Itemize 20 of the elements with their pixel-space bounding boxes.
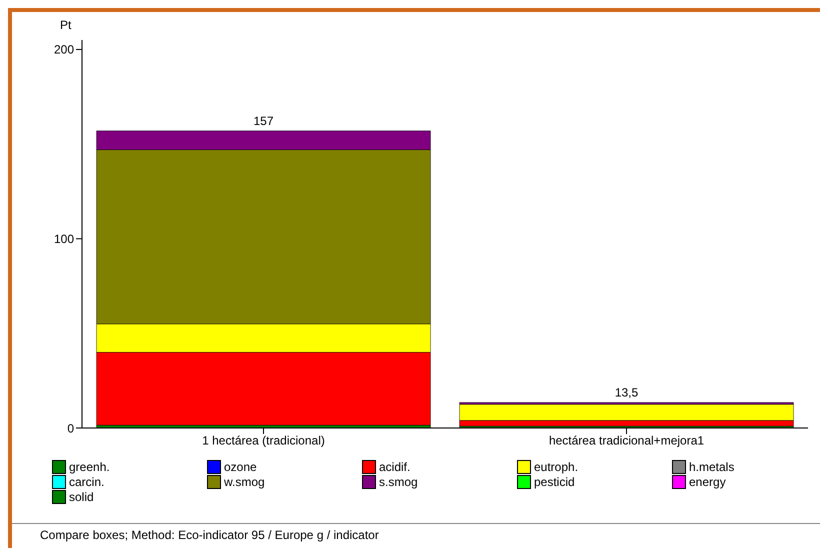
legend-label: w.smog bbox=[224, 475, 265, 489]
legend-label: energy bbox=[689, 475, 726, 489]
legend-label: pesticid bbox=[534, 475, 575, 489]
y-tick-label: 0 bbox=[67, 421, 74, 436]
legend-label: h.metals bbox=[689, 460, 734, 474]
y-tick-label: 100 bbox=[54, 232, 74, 246]
total-label: 13,5 bbox=[614, 385, 639, 400]
y-axis-title: Pt bbox=[60, 18, 72, 32]
legend-label: acidif. bbox=[379, 460, 410, 474]
legend-label: eutroph. bbox=[534, 460, 578, 474]
y-tick-label: 200 bbox=[54, 42, 74, 57]
total-label: 157 bbox=[254, 114, 274, 128]
x-tick-label: hectárea tradicional+mejora1 bbox=[548, 434, 704, 448]
legend-label: s.smog bbox=[379, 475, 418, 489]
text: Compare boxes; Method: Eco-indicator 95 / Europe g / indicator bbox=[40, 528, 380, 542]
legend-label: greenh. bbox=[69, 460, 110, 474]
legend-label: carcin. bbox=[69, 475, 104, 489]
x-tick-label: 1 hectárea (tradicional) bbox=[202, 434, 325, 448]
legend-label: ozone bbox=[224, 460, 257, 474]
legend-label: solid bbox=[69, 490, 94, 504]
